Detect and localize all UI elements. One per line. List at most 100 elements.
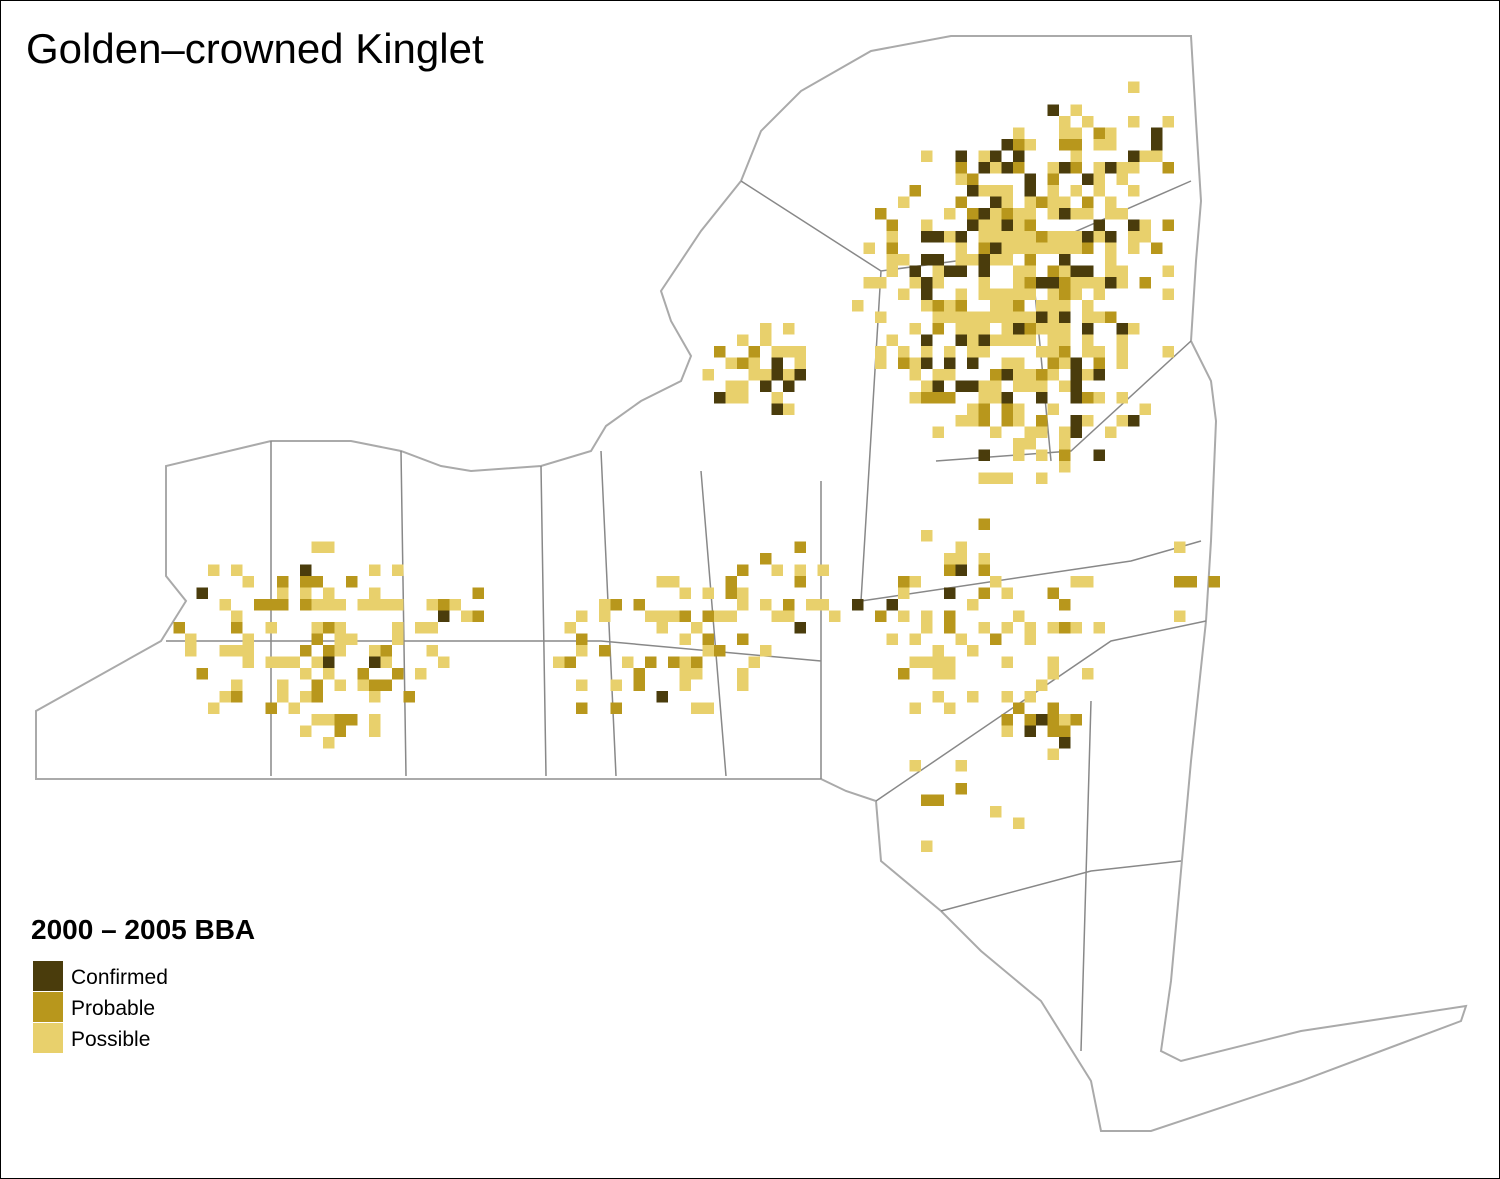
atlas-block xyxy=(1070,369,1082,381)
atlas-block xyxy=(1116,265,1128,277)
atlas-block xyxy=(1036,277,1048,289)
atlas-block xyxy=(1128,219,1140,231)
atlas-block xyxy=(1024,714,1036,726)
atlas-block xyxy=(1013,162,1025,174)
atlas-block xyxy=(1047,748,1059,760)
atlas-block xyxy=(1128,185,1140,197)
atlas-block xyxy=(955,242,967,254)
atlas-block xyxy=(1128,231,1140,243)
atlas-block xyxy=(817,599,829,611)
atlas-block xyxy=(1001,323,1013,335)
atlas-block xyxy=(967,311,979,323)
atlas-block xyxy=(921,622,933,634)
legend-swatch xyxy=(33,992,63,1022)
atlas-block xyxy=(334,679,346,691)
atlas-block xyxy=(311,576,323,588)
atlas-block xyxy=(369,691,381,703)
atlas-block xyxy=(737,357,749,369)
atlas-block xyxy=(300,599,312,611)
atlas-block xyxy=(346,633,358,645)
atlas-block xyxy=(737,633,749,645)
atlas-block xyxy=(1116,173,1128,185)
atlas-block xyxy=(921,334,933,346)
atlas-block xyxy=(679,587,691,599)
atlas-block xyxy=(771,369,783,381)
atlas-block xyxy=(1059,208,1071,220)
atlas-block xyxy=(990,633,1002,645)
atlas-block xyxy=(1059,300,1071,312)
atlas-block xyxy=(1070,162,1082,174)
atlas-block xyxy=(1070,104,1082,116)
atlas-block xyxy=(852,300,864,312)
atlas-block xyxy=(990,380,1002,392)
atlas-block xyxy=(760,380,772,392)
atlas-block xyxy=(323,714,335,726)
atlas-block xyxy=(1001,254,1013,266)
atlas-block xyxy=(1013,610,1025,622)
legend: Confirmed Probable Possible xyxy=(33,961,168,1053)
atlas-block xyxy=(1036,714,1048,726)
atlas-block xyxy=(794,357,806,369)
atlas-block xyxy=(1059,357,1071,369)
atlas-block xyxy=(1105,139,1117,151)
atlas-block xyxy=(955,173,967,185)
atlas-block xyxy=(944,346,956,358)
atlas-block xyxy=(886,265,898,277)
atlas-block xyxy=(1070,242,1082,254)
atlas-block xyxy=(909,277,921,289)
atlas-block xyxy=(288,656,300,668)
atlas-block xyxy=(978,219,990,231)
atlas-block xyxy=(1013,449,1025,461)
atlas-block xyxy=(426,622,438,634)
atlas-block xyxy=(737,392,749,404)
atlas-block xyxy=(1185,576,1197,588)
atlas-block xyxy=(978,518,990,530)
atlas-block xyxy=(737,380,749,392)
atlas-block xyxy=(576,610,588,622)
atlas-block xyxy=(863,242,875,254)
atlas-block xyxy=(1001,219,1013,231)
atlas-block xyxy=(369,714,381,726)
atlas-block xyxy=(875,277,887,289)
atlas-block xyxy=(288,702,300,714)
atlas-block xyxy=(967,403,979,415)
atlas-block xyxy=(978,564,990,576)
atlas-block xyxy=(967,415,979,427)
atlas-block xyxy=(955,231,967,243)
atlas-block xyxy=(1001,472,1013,484)
atlas-block xyxy=(748,346,760,358)
atlas-block xyxy=(771,564,783,576)
atlas-block xyxy=(1082,415,1094,427)
atlas-block xyxy=(1001,369,1013,381)
atlas-block xyxy=(1024,254,1036,266)
atlas-block xyxy=(909,760,921,772)
atlas-block xyxy=(231,622,243,634)
atlas-block xyxy=(1105,231,1117,243)
atlas-block xyxy=(1001,622,1013,634)
atlas-block xyxy=(955,162,967,174)
atlas-block xyxy=(1024,139,1036,151)
atlas-block xyxy=(771,403,783,415)
atlas-block xyxy=(1093,231,1105,243)
atlas-block xyxy=(978,208,990,220)
atlas-block xyxy=(783,323,795,335)
atlas-block xyxy=(921,794,933,806)
atlas-block xyxy=(1013,357,1025,369)
atlas-block xyxy=(1070,265,1082,277)
atlas-block xyxy=(748,357,760,369)
atlas-block xyxy=(921,219,933,231)
atlas-block xyxy=(1059,196,1071,208)
atlas-block xyxy=(1105,162,1117,174)
atlas-block xyxy=(1047,185,1059,197)
atlas-block xyxy=(1082,392,1094,404)
atlas-block xyxy=(1001,714,1013,726)
atlas-block xyxy=(449,599,461,611)
atlas-block xyxy=(334,599,346,611)
atlas-block xyxy=(990,472,1002,484)
atlas-block xyxy=(1162,162,1174,174)
atlas-block xyxy=(369,564,381,576)
atlas-block xyxy=(1139,219,1151,231)
atlas-block xyxy=(311,599,323,611)
atlas-block xyxy=(173,622,185,634)
atlas-block xyxy=(1001,392,1013,404)
